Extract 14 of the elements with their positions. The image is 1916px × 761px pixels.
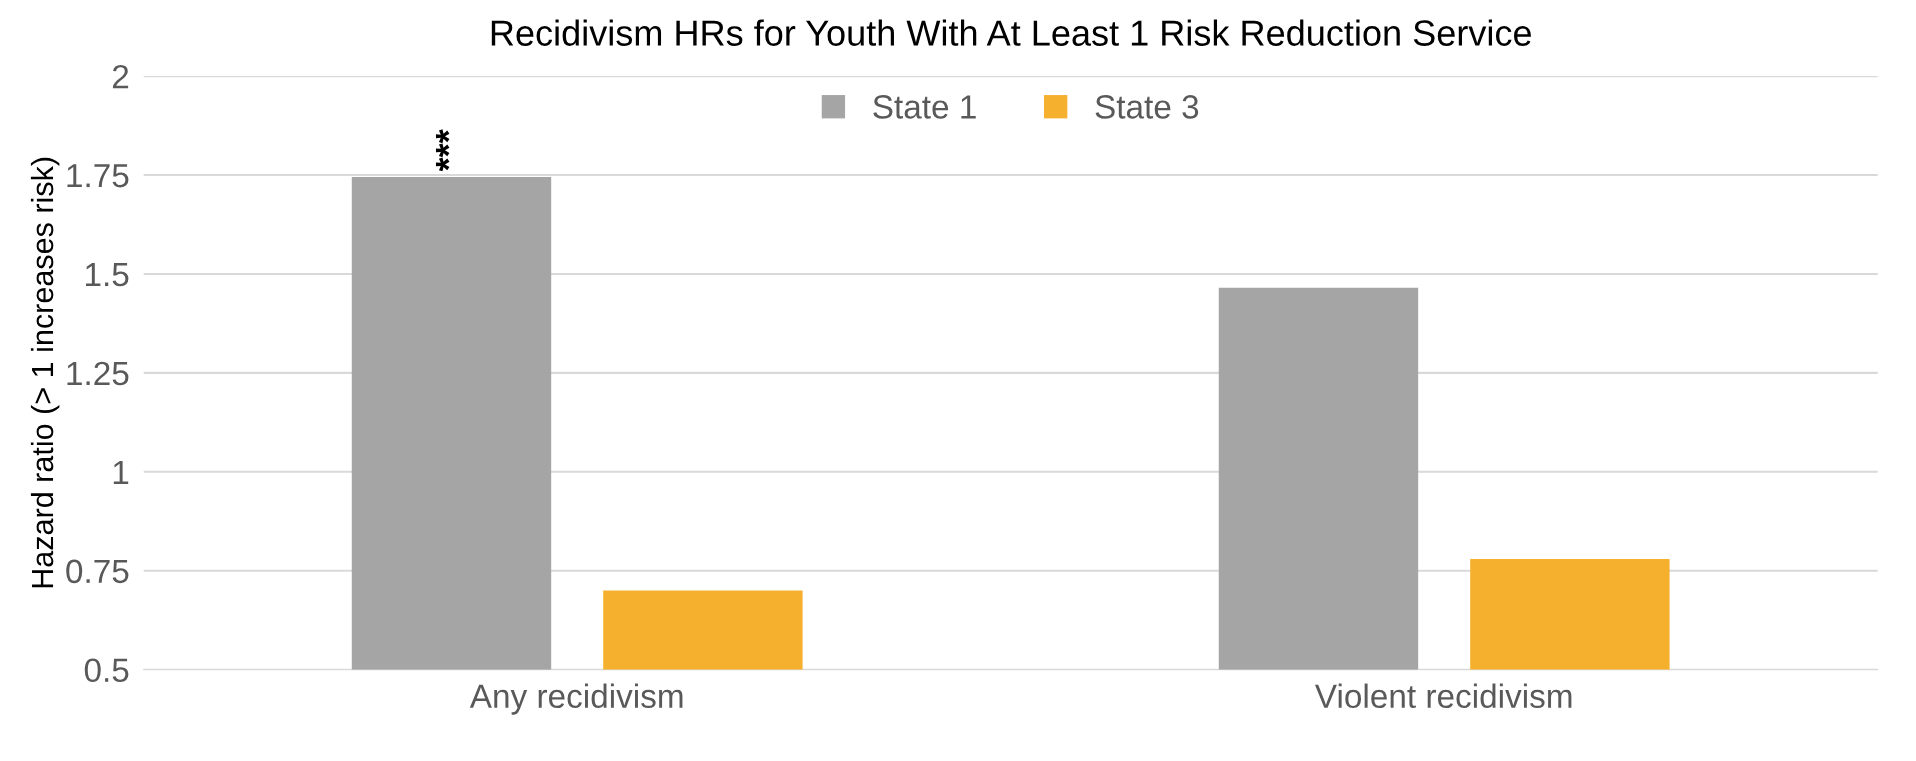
x-tick-label: Any recidivism	[469, 683, 683, 715]
x-tick-label: Violent recidivism	[1314, 683, 1572, 709]
chart-title: Recidivism HRs for Youth With At Least 1 Risk Reduction Service	[491, 19, 1531, 46]
y-tick-label: 1	[113, 460, 129, 484]
y-axis-title: Hazard ratio (> 1 increases risk)	[30, 157, 60, 588]
y-tick-label: 2	[112, 64, 129, 89]
annotation: ***	[435, 129, 450, 172]
y-tick-label: 1.25	[67, 361, 129, 386]
legend-label: State 1	[873, 95, 976, 119]
y-tick-label: 0.75	[66, 559, 129, 584]
y-tick-label: 0.5	[84, 658, 129, 683]
y-tick-label: 1.5	[86, 263, 129, 287]
y-tick-label: 1.75	[67, 164, 129, 188]
legend-label: State 3	[1095, 95, 1199, 119]
